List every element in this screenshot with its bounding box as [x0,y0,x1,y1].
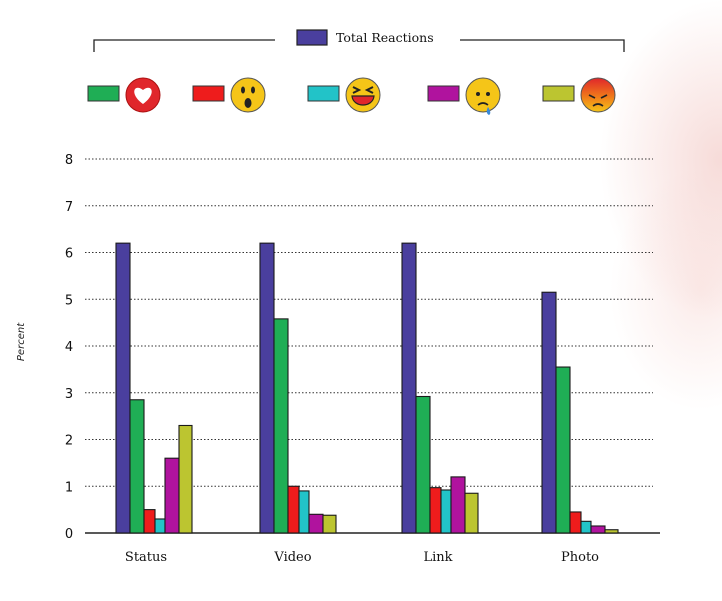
legend-swatch-sad [427,85,460,102]
bar-haha-video [298,490,310,534]
bar-haha-link [440,489,452,534]
x-tick-label: Photo [561,550,599,565]
bar-love-status [129,399,145,534]
haha-emoji-icon [345,77,381,113]
sad-emoji-icon [465,77,501,115]
x-tick-label: Status [125,550,167,565]
legend-swatch-angry [542,85,575,102]
x-tick-label: Link [423,550,452,565]
bar-wow-link [429,487,442,534]
bar-angry-link [464,492,479,534]
legend: Total Reactions [87,29,625,115]
bar-angry-status [178,424,193,534]
legend-swatch-total [296,29,328,46]
y-tick-label: 5 [65,293,73,308]
y-axis-label: Percent [16,322,27,361]
bar-love-video [273,318,289,534]
wow-emoji-icon [230,77,266,113]
legend-swatch-haha [307,85,340,102]
love-emoji-icon [125,77,161,113]
legend-bracket-right [460,39,625,52]
y-tick-label: 3 [65,387,73,402]
legend-label-total: Total Reactions [336,30,434,45]
bar-angry-photo [604,529,619,534]
bar-sad-video [308,513,324,534]
legend-swatch-wow [192,85,225,102]
bar-sad-photo [590,525,606,534]
bar-haha-status [154,518,166,534]
bar-wow-status [143,509,156,534]
y-tick-label: 6 [65,247,73,262]
legend-bracket-left [93,39,275,52]
y-tick-label: 4 [65,340,73,355]
x-tick-label: Video [273,550,311,565]
bar-wow-photo [569,511,582,534]
bar-total-reactions-video [259,242,275,534]
y-tick-label: 1 [65,480,73,495]
bar-wow-video [287,485,300,534]
bar-love-link [415,395,431,534]
bar-sad-status [164,457,180,534]
y-tick-label: 8 [65,153,73,168]
bar-total-reactions-link [401,242,417,534]
y-tick-label: 2 [65,434,73,449]
y-tick-label: 0 [65,527,73,542]
bar-haha-photo [580,520,592,534]
bar-love-photo [555,366,571,534]
bar-sad-link [450,476,466,534]
bar-total-reactions-status [115,242,131,534]
angry-emoji-icon [580,77,616,113]
legend-swatch-love [87,85,120,102]
y-tick-label: 7 [65,200,73,215]
bar-total-reactions-photo [541,291,557,534]
bar-angry-video [322,514,337,534]
